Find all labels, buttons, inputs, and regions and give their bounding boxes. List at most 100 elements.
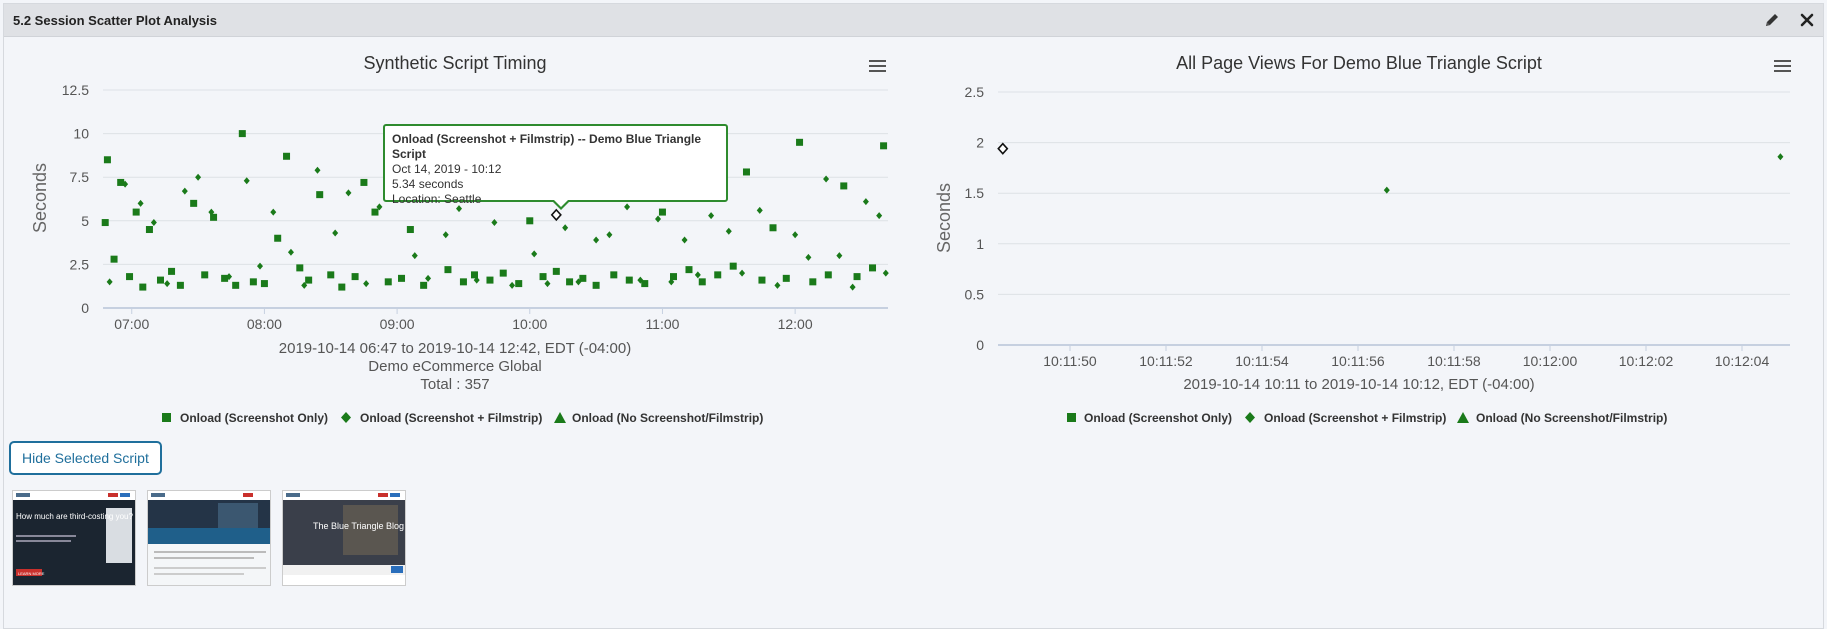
scatter-point-diamond[interactable] <box>544 280 551 288</box>
scatter-point-diamond[interactable] <box>624 203 631 211</box>
scatter-point-diamond[interactable] <box>150 219 157 227</box>
scatter-point-diamond[interactable] <box>805 253 812 261</box>
scatter-point-square[interactable] <box>232 281 240 289</box>
scatter-point-diamond[interactable] <box>655 215 662 223</box>
scatter-point-diamond[interactable] <box>694 271 701 279</box>
scatter-point-diamond[interactable] <box>137 199 144 207</box>
scatter-point-selected[interactable] <box>550 208 562 222</box>
scatter-point-square[interactable] <box>260 280 268 288</box>
scatter-point-diamond[interactable] <box>243 177 250 185</box>
scatter-point-square[interactable] <box>685 266 693 274</box>
scatter-point-square[interactable] <box>168 267 176 275</box>
legend-item-no-screenshot[interactable]: Onload (No Screenshot/Filmstrip) <box>1457 411 1667 425</box>
scatter-point-diamond[interactable] <box>637 276 644 284</box>
scatter-point-diamond[interactable] <box>876 212 883 220</box>
scatter-point-diamond[interactable] <box>287 248 294 256</box>
scatter-point-square[interactable] <box>101 219 109 227</box>
hamburger-menu-icon[interactable] <box>1774 60 1791 72</box>
scatter-point-square[interactable] <box>420 281 428 289</box>
legend-item-screenshot-filmstrip[interactable]: Onload (Screenshot + Filmstrip) <box>341 411 542 425</box>
scatter-point-square[interactable] <box>610 271 618 279</box>
scatter-point-square[interactable] <box>742 168 750 176</box>
scatter-point-square[interactable] <box>327 271 335 279</box>
scatter-point-square[interactable] <box>221 274 229 282</box>
scatter-point-square[interactable] <box>132 208 140 216</box>
scatter-point-diamond[interactable] <box>593 236 600 244</box>
scatter-point-diamond[interactable] <box>681 236 688 244</box>
screenshot-thumbnail-3[interactable]: The Blue Triangle Blog <box>282 490 406 586</box>
scatter-point-diamond[interactable] <box>425 274 432 282</box>
scatter-point-square[interactable] <box>283 152 291 160</box>
scatter-point-diamond[interactable] <box>442 231 449 239</box>
scatter-point-square[interactable] <box>698 278 706 286</box>
scatter-point-square[interactable] <box>139 283 147 291</box>
scatter-point-square[interactable] <box>110 255 118 263</box>
scatter-point-diamond[interactable] <box>562 224 569 232</box>
legend-item-screenshot-filmstrip[interactable]: Onload (Screenshot + Filmstrip) <box>1245 411 1446 425</box>
screenshot-thumbnail-2[interactable] <box>147 490 271 586</box>
scatter-point-diamond[interactable] <box>226 273 233 281</box>
pencil-icon[interactable] <box>1763 11 1781 29</box>
scatter-point-square[interactable] <box>769 224 777 232</box>
scatter-point-square[interactable] <box>176 281 184 289</box>
scatter-point-square[interactable] <box>869 264 877 272</box>
scatter-point-diamond[interactable] <box>606 231 613 239</box>
scatter-point-square[interactable] <box>274 234 282 242</box>
scatter-point-diamond[interactable] <box>849 283 856 291</box>
scatter-point-square[interactable] <box>351 273 359 281</box>
scatter-point-diamond[interactable] <box>708 212 715 220</box>
scatter-point-square[interactable] <box>360 178 368 186</box>
scatter-point-diamond[interactable] <box>363 280 370 288</box>
scatter-point-diamond[interactable] <box>739 269 746 277</box>
scatter-point-square[interactable] <box>658 208 666 216</box>
scatter-point-diamond[interactable] <box>756 206 763 214</box>
scatter-point-diamond[interactable] <box>575 278 582 286</box>
scatter-point-square[interactable] <box>824 271 832 279</box>
scatter-point-diamond[interactable] <box>668 278 675 286</box>
legend-item-screenshot-only[interactable]: Onload (Screenshot Only) <box>162 411 328 425</box>
scatter-point-diamond[interactable] <box>491 219 498 227</box>
scatter-point-square[interactable] <box>592 281 600 289</box>
scatter-point-diamond[interactable] <box>411 252 418 260</box>
scatter-point-diamond[interactable] <box>181 187 188 195</box>
scatter-point-diamond[interactable] <box>456 205 463 213</box>
scatter-point-square[interactable] <box>305 276 313 284</box>
scatter-point-square[interactable] <box>499 269 507 277</box>
screenshot-thumbnail-1[interactable]: How much are third-costing you? LEARN MO… <box>12 490 136 586</box>
scatter-point-diamond[interactable] <box>257 262 263 270</box>
hide-selected-script-button[interactable]: Hide Selected Script <box>9 441 162 475</box>
scatter-point-diamond[interactable] <box>882 269 889 277</box>
scatter-point-square[interactable] <box>249 278 257 286</box>
scatter-point-square[interactable] <box>117 178 125 186</box>
scatter-point-square[interactable] <box>444 266 452 274</box>
scatter-point-square[interactable] <box>625 276 633 284</box>
scatter-point-diamond[interactable] <box>164 280 171 288</box>
scatter-point-square[interactable] <box>840 182 848 190</box>
scatter-point-square[interactable] <box>238 130 246 138</box>
scatter-point-diamond[interactable] <box>725 227 732 235</box>
scatter-point-diamond[interactable] <box>106 278 113 286</box>
scatter-point-square[interactable] <box>758 276 766 284</box>
scatter-point-square[interactable] <box>714 271 722 279</box>
scatter-point-square[interactable] <box>641 280 649 288</box>
scatter-point-square[interactable] <box>515 280 523 288</box>
scatter-point-diamond[interactable] <box>1383 186 1390 194</box>
scatter-point-diamond[interactable] <box>376 203 383 211</box>
scatter-point-diamond[interactable] <box>509 281 516 289</box>
scatter-point-square[interactable] <box>782 274 790 282</box>
scatter-point-diamond[interactable] <box>122 180 129 188</box>
scatter-point-square[interactable] <box>579 274 587 282</box>
scatter-point-diamond[interactable] <box>473 276 480 284</box>
scatter-point-square[interactable] <box>156 276 164 284</box>
scatter-point-square[interactable] <box>486 276 494 284</box>
scatter-point-diamond[interactable] <box>862 198 869 206</box>
scatter-point-diamond[interactable] <box>345 189 352 197</box>
scatter-point-square[interactable] <box>126 273 134 281</box>
scatter-point-diamond[interactable] <box>208 208 215 216</box>
scatter-point-square[interactable] <box>296 264 304 272</box>
scatter-point-square[interactable] <box>566 278 574 286</box>
scatter-point-diamond[interactable] <box>774 281 781 289</box>
scatter-point-square[interactable] <box>526 217 534 225</box>
legend-item-no-screenshot[interactable]: Onload (No Screenshot/Filmstrip) <box>554 411 763 425</box>
scatter-point-square[interactable] <box>539 273 547 281</box>
